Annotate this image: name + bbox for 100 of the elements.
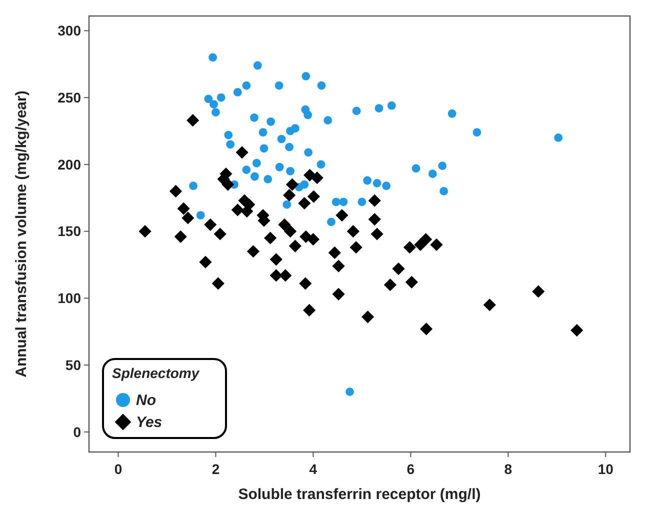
- y-tick-label: 100: [58, 290, 82, 306]
- point: [483, 298, 496, 312]
- legend-title: Splenectomy: [112, 365, 200, 381]
- point: [279, 269, 292, 282]
- y-tick-label: 0: [73, 424, 82, 440]
- point: [285, 142, 294, 152]
- point: [274, 81, 284, 90]
- point: [283, 188, 296, 202]
- point: [438, 162, 447, 170]
- point: [303, 304, 316, 317]
- point: [250, 172, 259, 181]
- point: [264, 232, 277, 244]
- point: [316, 160, 326, 169]
- point: [242, 166, 251, 174]
- point: [199, 256, 212, 268]
- point: [554, 134, 563, 142]
- point: [372, 178, 382, 188]
- point: [428, 170, 437, 178]
- point: [138, 225, 152, 238]
- point: [231, 204, 244, 216]
- point: [532, 285, 545, 298]
- point: [210, 100, 218, 108]
- point: [332, 288, 345, 300]
- point: [286, 166, 294, 176]
- point: [278, 218, 291, 231]
- x-tick-label: 0: [114, 461, 122, 477]
- point: [327, 218, 336, 226]
- point: [570, 324, 584, 337]
- legend-label: Yes: [136, 414, 162, 431]
- point: [286, 178, 299, 191]
- point: [196, 211, 205, 220]
- point: [412, 164, 420, 173]
- x-tick-label: 4: [309, 461, 318, 477]
- point: [310, 172, 324, 184]
- point: [403, 241, 416, 254]
- point: [177, 202, 190, 215]
- x-tick-label: 2: [212, 461, 220, 477]
- point: [216, 93, 226, 102]
- point: [304, 110, 312, 120]
- y-tick-label: 300: [58, 22, 82, 39]
- point: [352, 106, 361, 116]
- y-tick-label: 200: [58, 156, 82, 172]
- x-axis-title: Soluble transferrin receptor (mg/l): [238, 486, 481, 503]
- point: [252, 158, 261, 168]
- x-tick-label: 8: [504, 461, 512, 477]
- point: [236, 146, 248, 159]
- point: [246, 245, 260, 258]
- point: [350, 241, 362, 254]
- point: [233, 88, 242, 96]
- point: [204, 94, 213, 104]
- point: [264, 174, 272, 184]
- point: [368, 212, 381, 226]
- point: [270, 269, 282, 282]
- point: [266, 117, 275, 126]
- point: [405, 276, 418, 288]
- point: [260, 144, 268, 153]
- point: [299, 277, 312, 290]
- point: [361, 310, 374, 324]
- point: [182, 212, 194, 224]
- point: [368, 194, 381, 207]
- y-tick-label: 150: [58, 223, 82, 240]
- point: [358, 198, 366, 206]
- point: [336, 208, 348, 222]
- point: [370, 228, 384, 240]
- point: [290, 124, 300, 133]
- point: [282, 200, 292, 209]
- point: [174, 230, 187, 243]
- point: [212, 108, 220, 116]
- x-tick-label: 6: [406, 461, 415, 477]
- point: [317, 81, 326, 90]
- point: [302, 72, 310, 80]
- point: [448, 109, 456, 118]
- point: [250, 113, 258, 122]
- point: [270, 253, 282, 266]
- point: [275, 162, 284, 172]
- point: [339, 198, 348, 206]
- point: [387, 101, 396, 110]
- point: [328, 246, 341, 260]
- point: [212, 277, 224, 290]
- y-tick-label: 50: [65, 356, 82, 373]
- point: [277, 134, 286, 144]
- point: [306, 233, 320, 246]
- point: [253, 61, 262, 70]
- point: [392, 262, 405, 276]
- point: [169, 184, 182, 198]
- point: [300, 180, 309, 189]
- point: [189, 182, 198, 190]
- point: [374, 104, 384, 112]
- point: [288, 240, 302, 252]
- point: [208, 53, 217, 62]
- point: [346, 388, 354, 396]
- point: [186, 114, 200, 127]
- point: [304, 148, 313, 157]
- point: [420, 322, 433, 336]
- x-tick-label: 10: [598, 461, 614, 477]
- point: [226, 140, 235, 149]
- point: [204, 218, 217, 231]
- legend-label: No: [136, 392, 156, 409]
- point: [440, 187, 448, 196]
- point: [258, 128, 268, 137]
